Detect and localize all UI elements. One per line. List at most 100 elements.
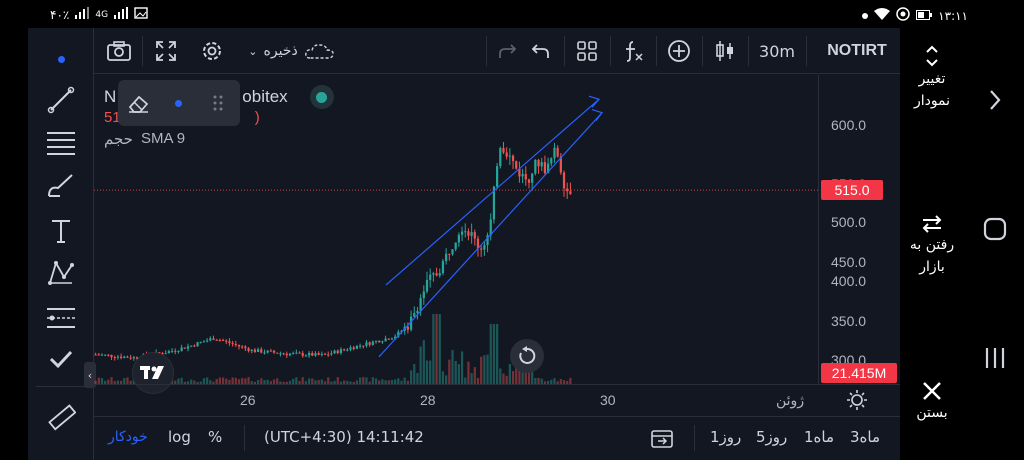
range-1m-button[interactable]: 1ماه <box>804 428 835 446</box>
auto-scale-toggle[interactable]: خودکار <box>108 429 148 445</box>
pattern-tool[interactable] <box>28 255 94 291</box>
volume-bar <box>371 377 374 384</box>
chart-type-button[interactable] <box>710 28 740 74</box>
prediction-tool[interactable] <box>28 300 94 336</box>
candle-body <box>170 350 174 352</box>
axis-settings-button[interactable] <box>846 389 868 415</box>
compare-button[interactable] <box>664 28 694 74</box>
color-picker-button[interactable] <box>158 80 198 126</box>
candle-body <box>368 342 371 345</box>
candle-body <box>126 356 129 358</box>
indicators-button[interactable] <box>618 28 648 74</box>
candle-body <box>492 186 496 220</box>
time-axis[interactable]: 26 28 30 ژوئن <box>94 384 900 416</box>
volume-bar <box>266 379 269 384</box>
cloud-icon <box>304 44 334 59</box>
price-axis[interactable]: 600.0 550.0 500.0 450.0 400.0 350.0 300.… <box>818 75 900 384</box>
candle-body <box>511 155 515 162</box>
candle-body <box>110 354 113 358</box>
nav-back-button[interactable] <box>966 88 1024 112</box>
candle-body <box>339 349 343 354</box>
measure-lines-icon <box>47 308 75 328</box>
timezone-clock[interactable]: (UTC+4:30) 14:11:42 <box>264 428 424 446</box>
channel-upper-arrowhead <box>588 95 601 108</box>
fib-tool[interactable] <box>28 125 94 161</box>
nav-recents-button[interactable] <box>966 346 1024 370</box>
candle-body <box>384 338 387 342</box>
change-chart-button[interactable]: تغییر نمودار <box>894 44 970 112</box>
range-5d-button[interactable]: 5روز <box>756 428 788 446</box>
brush-tool[interactable] <box>28 168 94 204</box>
candle-body <box>215 339 218 341</box>
volume-bar <box>212 381 215 384</box>
volume-bar <box>285 381 288 384</box>
log-scale-toggle[interactable]: log <box>168 428 191 446</box>
settings-button[interactable] <box>196 28 228 74</box>
fullscreen-button[interactable] <box>150 28 182 74</box>
volume-bar <box>199 381 202 384</box>
volume-bar <box>190 379 193 384</box>
symbol-button[interactable]: NOTIRT <box>818 28 896 74</box>
volume-bar <box>534 378 537 384</box>
volume-bar <box>454 360 457 384</box>
separator <box>806 36 807 66</box>
price-tick: 500.0 <box>831 214 867 230</box>
go-to-market-button[interactable]: رفتن به بازار <box>894 214 970 278</box>
candle-body <box>256 349 260 352</box>
collapse-toolbar-button[interactable]: ‹ <box>84 362 96 388</box>
reset-chart-button[interactable] <box>510 339 544 373</box>
chart-app: ‹ ⌄ ذخیره <box>28 28 900 460</box>
close-button[interactable]: بستن <box>894 380 970 424</box>
separator <box>748 36 749 66</box>
date-range-button[interactable] <box>650 427 674 453</box>
volume-bar <box>518 368 521 384</box>
save-label: ذخیره <box>263 43 298 59</box>
candle-body <box>390 338 394 340</box>
volume-bar <box>352 381 355 384</box>
volume-bar <box>113 381 116 384</box>
volume-bar <box>448 359 451 384</box>
candle-body <box>508 155 511 157</box>
volume-bar <box>400 380 403 384</box>
snapshot-button[interactable] <box>102 28 136 74</box>
candle-body <box>183 347 186 349</box>
volume-bar <box>483 355 486 384</box>
candle-body <box>119 356 123 358</box>
undo-button[interactable] <box>526 28 554 74</box>
volume-bar <box>317 380 320 384</box>
candle-body <box>190 345 193 347</box>
close-label: بستن <box>916 405 948 421</box>
volume-bar <box>480 356 483 384</box>
redo-button[interactable] <box>494 28 522 74</box>
eraser-button[interactable] <box>118 80 158 126</box>
save-layout-button[interactable]: ⌄ ذخیره <box>234 28 350 74</box>
range-3m-button[interactable]: 3ماه <box>850 428 881 446</box>
volume-bar <box>107 379 110 384</box>
layout-button[interactable] <box>572 28 602 74</box>
candle-body <box>129 357 132 359</box>
channel-lower-line <box>378 112 603 358</box>
volume-bar <box>429 360 432 384</box>
gear-icon <box>203 42 221 60</box>
percent-scale-toggle[interactable]: % <box>208 428 223 446</box>
text-tool[interactable] <box>28 213 94 249</box>
image-icon <box>134 7 148 22</box>
nav-home-button[interactable] <box>966 217 1024 241</box>
drag-handle[interactable] <box>198 80 238 126</box>
calendar-arrow-icon <box>651 430 673 448</box>
interval-button[interactable]: 30m <box>756 28 798 74</box>
trend-line-tool[interactable] <box>28 82 94 118</box>
volume-bar <box>470 373 473 384</box>
confirm-tool[interactable] <box>28 341 94 377</box>
volume-bar <box>540 378 543 384</box>
volume-bar <box>180 377 183 384</box>
cursor-tool[interactable] <box>28 41 94 77</box>
range-1d-button[interactable]: 1روز <box>710 428 742 446</box>
volume-bar <box>499 368 502 384</box>
volume-bar <box>231 377 234 384</box>
candle-body <box>499 148 502 167</box>
tradingview-logo[interactable] <box>132 352 174 394</box>
candle-body <box>467 231 470 236</box>
ruler-tool[interactable] <box>28 399 94 435</box>
volume-bar <box>464 377 467 384</box>
